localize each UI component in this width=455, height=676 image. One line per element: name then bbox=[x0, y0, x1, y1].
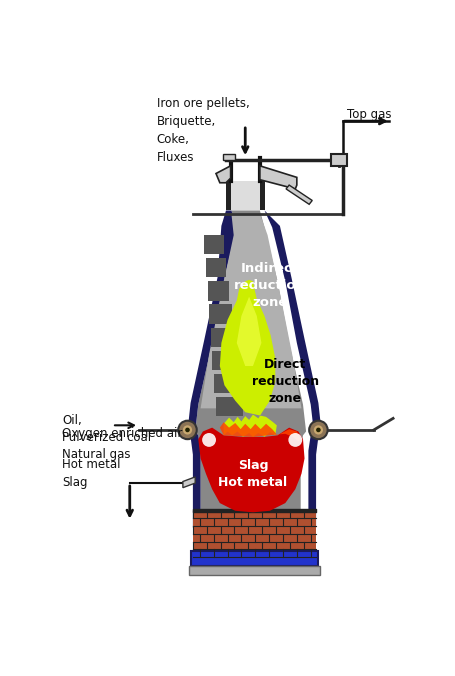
Text: Slag
Hot metal: Slag Hot metal bbox=[218, 459, 287, 489]
Polygon shape bbox=[200, 214, 301, 408]
Polygon shape bbox=[226, 181, 264, 210]
Text: Oil,
Pulverized coal
Natural gas: Oil, Pulverized coal Natural gas bbox=[62, 414, 151, 461]
Polygon shape bbox=[216, 166, 230, 183]
Polygon shape bbox=[189, 566, 319, 575]
Polygon shape bbox=[213, 374, 239, 393]
Text: Oxygen enriched air: Oxygen enriched air bbox=[62, 427, 182, 439]
Polygon shape bbox=[285, 185, 312, 204]
Polygon shape bbox=[259, 210, 321, 528]
Text: Indirect
reduction
zone: Indirect reduction zone bbox=[233, 262, 305, 309]
Text: Hot metal
Slag: Hot metal Slag bbox=[62, 458, 120, 489]
Circle shape bbox=[182, 425, 192, 435]
Polygon shape bbox=[259, 166, 296, 189]
Circle shape bbox=[308, 420, 327, 439]
Polygon shape bbox=[331, 154, 346, 166]
Text: Iron ore pellets,
Briquette,
Coke,
Fluxes: Iron ore pellets, Briquette, Coke, Fluxe… bbox=[157, 97, 249, 164]
Polygon shape bbox=[212, 351, 237, 370]
Polygon shape bbox=[259, 181, 264, 210]
Polygon shape bbox=[236, 297, 261, 366]
Polygon shape bbox=[187, 210, 236, 528]
Text: Top gas: Top gas bbox=[346, 107, 390, 121]
Polygon shape bbox=[219, 422, 300, 441]
Circle shape bbox=[185, 428, 189, 432]
Polygon shape bbox=[222, 154, 235, 160]
Polygon shape bbox=[204, 235, 223, 254]
Circle shape bbox=[202, 433, 216, 447]
Circle shape bbox=[288, 433, 302, 447]
Polygon shape bbox=[207, 281, 228, 301]
Polygon shape bbox=[195, 210, 305, 528]
Polygon shape bbox=[219, 280, 276, 437]
Polygon shape bbox=[182, 477, 195, 487]
Polygon shape bbox=[210, 327, 235, 347]
Circle shape bbox=[313, 425, 322, 435]
Polygon shape bbox=[216, 397, 243, 416]
Polygon shape bbox=[192, 511, 315, 551]
Text: Direct
reduction
zone: Direct reduction zone bbox=[251, 358, 318, 405]
Polygon shape bbox=[206, 258, 226, 277]
Polygon shape bbox=[208, 304, 232, 324]
Polygon shape bbox=[190, 551, 318, 566]
Polygon shape bbox=[198, 428, 304, 512]
Circle shape bbox=[178, 420, 196, 439]
Polygon shape bbox=[226, 181, 230, 210]
Circle shape bbox=[315, 428, 320, 432]
